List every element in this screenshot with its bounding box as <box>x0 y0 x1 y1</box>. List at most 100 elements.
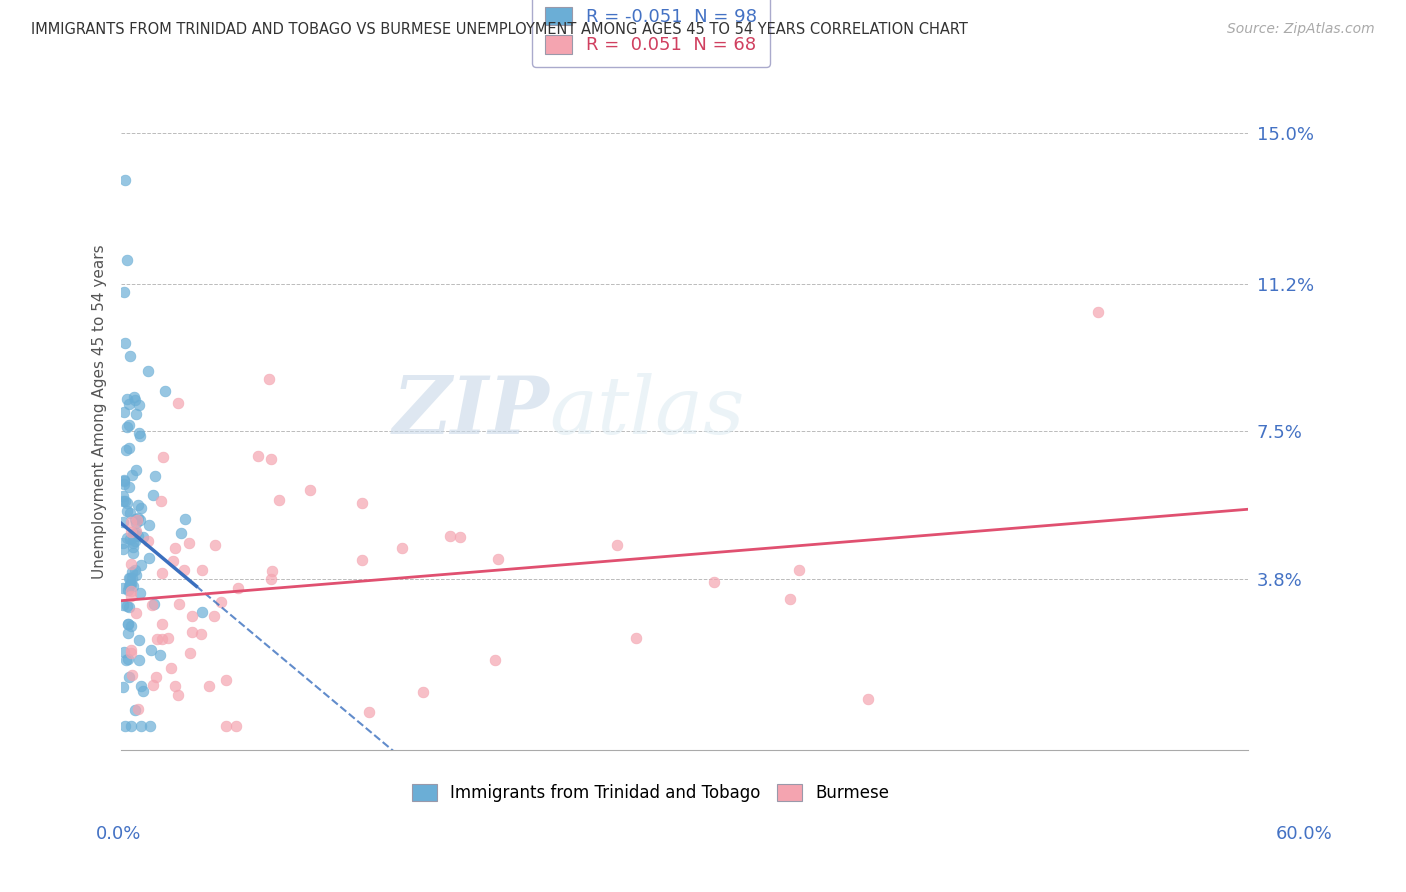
Point <box>120 515 142 529</box>
Point <box>215 673 238 688</box>
Point <box>299 483 322 497</box>
Point <box>129 429 152 443</box>
Point <box>118 571 141 585</box>
Point <box>150 566 173 580</box>
Point <box>122 536 145 550</box>
Point <box>125 516 148 530</box>
Point <box>153 384 176 398</box>
Point <box>120 577 142 591</box>
Point <box>120 524 142 539</box>
Point <box>112 541 135 556</box>
Point <box>702 575 724 590</box>
Point <box>412 685 434 699</box>
Point <box>260 572 283 586</box>
Point <box>128 399 150 413</box>
Point <box>789 564 811 578</box>
Point <box>179 647 201 661</box>
Point <box>257 371 280 385</box>
Point <box>124 563 146 577</box>
Point <box>112 405 135 419</box>
Point <box>112 474 135 488</box>
Point <box>260 452 283 467</box>
Point <box>125 525 148 540</box>
Point <box>246 449 269 463</box>
Point <box>132 684 155 698</box>
Point <box>180 625 202 640</box>
Point <box>118 417 141 432</box>
Point <box>112 494 135 508</box>
Point <box>118 349 141 363</box>
Point <box>163 679 186 693</box>
Point <box>117 617 139 632</box>
Point <box>121 546 143 560</box>
Point <box>209 595 232 609</box>
Point <box>606 538 628 552</box>
Point <box>118 397 141 411</box>
Text: Source: ZipAtlas.com: Source: ZipAtlas.com <box>1227 22 1375 37</box>
Point <box>180 609 202 624</box>
Point <box>118 599 141 614</box>
Point <box>112 680 135 694</box>
Point <box>118 480 141 494</box>
Point <box>118 441 141 455</box>
Point <box>112 536 135 550</box>
Point <box>120 589 142 603</box>
Point <box>129 558 152 572</box>
Point <box>146 632 169 647</box>
Point <box>1087 305 1109 319</box>
Point <box>114 653 136 667</box>
Point <box>138 518 160 533</box>
Point <box>128 653 150 667</box>
Point <box>128 513 150 527</box>
Point <box>129 586 152 600</box>
Point <box>190 627 212 641</box>
Point <box>138 719 160 733</box>
Point <box>484 653 506 667</box>
Point <box>124 390 146 404</box>
Point <box>391 541 413 555</box>
Point <box>131 719 153 733</box>
Point <box>132 530 155 544</box>
Point <box>122 527 145 541</box>
Point <box>120 583 142 598</box>
Point <box>127 510 149 524</box>
Point <box>166 396 188 410</box>
Text: ZIP: ZIP <box>392 373 550 450</box>
Legend: Immigrants from Trinidad and Tobago, Burmese: Immigrants from Trinidad and Tobago, Bur… <box>405 778 897 809</box>
Point <box>124 703 146 717</box>
Point <box>169 598 191 612</box>
Point <box>125 567 148 582</box>
Point <box>112 285 135 299</box>
Point <box>449 530 471 544</box>
Point <box>152 450 174 464</box>
Point <box>128 633 150 648</box>
Point <box>124 392 146 407</box>
Point <box>149 493 172 508</box>
Point <box>112 489 135 503</box>
Point <box>120 719 142 733</box>
Point <box>122 530 145 544</box>
Point <box>142 597 165 611</box>
Point <box>118 506 141 520</box>
Point <box>136 364 159 378</box>
Point <box>129 501 152 516</box>
Point <box>115 496 138 510</box>
Point <box>112 477 135 491</box>
Point <box>112 582 135 596</box>
Point <box>177 535 200 549</box>
Point <box>127 529 149 543</box>
Point <box>191 605 214 619</box>
Point <box>117 625 139 640</box>
Point <box>120 619 142 633</box>
Point <box>125 524 148 538</box>
Text: 0.0%: 0.0% <box>96 825 141 843</box>
Point <box>115 442 138 457</box>
Point <box>121 668 143 682</box>
Point <box>124 607 146 621</box>
Point <box>112 516 135 530</box>
Y-axis label: Unemployment Among Ages 45 to 54 years: Unemployment Among Ages 45 to 54 years <box>93 244 107 579</box>
Point <box>117 571 139 585</box>
Point <box>120 643 142 657</box>
Text: atlas: atlas <box>550 373 745 450</box>
Point <box>125 512 148 526</box>
